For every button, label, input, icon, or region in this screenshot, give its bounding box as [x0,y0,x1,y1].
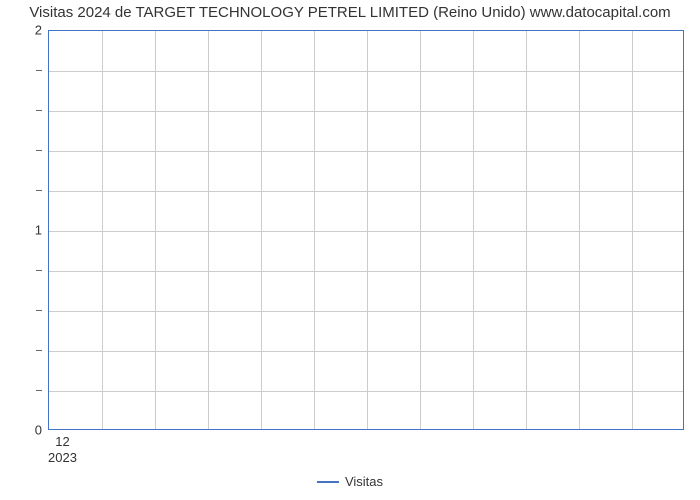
legend-label: Visitas [345,474,383,489]
y-tick-minor [36,270,42,271]
y-tick-label: 0 [22,423,42,438]
y-tick-minor [36,350,42,351]
gridline-vertical [526,31,527,429]
gridline-vertical [208,31,209,429]
y-tick-minor [36,190,42,191]
y-tick-label: 2 [22,23,42,38]
gridline-vertical [261,31,262,429]
gridline-horizontal [49,311,683,312]
gridline-vertical [632,31,633,429]
x-tick-label: 12 [55,434,69,449]
gridline-vertical [420,31,421,429]
gridline-vertical [102,31,103,429]
gridline-vertical [473,31,474,429]
y-tick-minor [36,310,42,311]
chart-title: Visitas 2024 de TARGET TECHNOLOGY PETREL… [0,4,700,21]
y-tick-minor [36,110,42,111]
gridline-vertical [314,31,315,429]
legend: Visitas [317,474,383,489]
gridline-horizontal [49,111,683,112]
gridline-vertical [367,31,368,429]
plot-area [48,30,684,430]
gridline-horizontal [49,271,683,272]
chart-container: Visitas 2024 de TARGET TECHNOLOGY PETREL… [0,0,700,500]
y-tick-minor [36,150,42,151]
gridline-vertical [155,31,156,429]
gridline-horizontal [49,191,683,192]
gridline-horizontal [49,351,683,352]
gridline-horizontal [49,151,683,152]
y-tick-minor [36,390,42,391]
y-tick-label: 1 [22,223,42,238]
gridline-horizontal [49,231,683,232]
gridline-vertical [579,31,580,429]
gridline-horizontal [49,71,683,72]
legend-line [317,481,339,483]
x-sub-label: 2023 [48,450,77,465]
gridline-horizontal [49,391,683,392]
y-tick-minor [36,70,42,71]
